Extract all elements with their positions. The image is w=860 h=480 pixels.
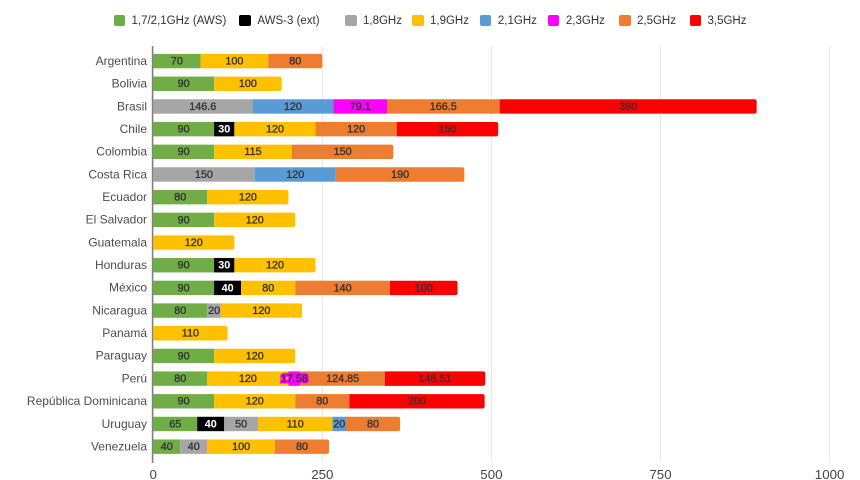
svg-text:250: 250: [311, 467, 333, 480]
svg-text:100: 100: [239, 78, 257, 90]
svg-text:80: 80: [174, 373, 186, 385]
svg-text:120: 120: [347, 123, 365, 135]
svg-text:120: 120: [246, 214, 264, 226]
svg-text:Uruguay: Uruguay: [102, 417, 147, 431]
svg-text:80: 80: [174, 305, 186, 317]
svg-text:40: 40: [188, 441, 200, 453]
svg-text:120: 120: [266, 123, 284, 135]
svg-text:Paraguay: Paraguay: [96, 349, 147, 363]
svg-text:146.6: 146.6: [189, 101, 216, 113]
svg-text:Costa Rica: Costa Rica: [88, 167, 147, 181]
svg-text:150: 150: [195, 169, 213, 181]
svg-text:Perú: Perú: [122, 371, 147, 385]
svg-text:65: 65: [169, 418, 181, 430]
svg-text:90: 90: [178, 214, 190, 226]
svg-text:80: 80: [316, 396, 328, 408]
svg-text:90: 90: [178, 260, 190, 272]
svg-text:Ecuador: Ecuador: [102, 190, 147, 204]
svg-text:1000: 1000: [815, 467, 845, 480]
svg-text:140: 140: [334, 282, 352, 294]
svg-text:40: 40: [161, 441, 173, 453]
svg-text:30: 30: [218, 123, 230, 135]
svg-text:110: 110: [182, 328, 199, 340]
svg-text:200: 200: [408, 396, 426, 408]
svg-text:Nicaragua: Nicaragua: [92, 303, 147, 317]
svg-text:0: 0: [149, 467, 156, 480]
svg-text:Argentina: Argentina: [96, 54, 148, 68]
svg-text:380: 380: [619, 101, 637, 113]
svg-text:100: 100: [232, 441, 250, 453]
svg-text:Bolivia: Bolivia: [112, 77, 148, 91]
svg-text:150: 150: [334, 146, 352, 158]
svg-text:80: 80: [174, 192, 186, 204]
svg-text:Honduras: Honduras: [95, 258, 147, 272]
svg-text:79.1: 79.1: [350, 101, 371, 113]
svg-text:30: 30: [218, 260, 230, 272]
svg-text:Venezuela: Venezuela: [91, 439, 147, 453]
svg-text:100: 100: [225, 55, 243, 67]
svg-text:148.51: 148.51: [418, 373, 451, 385]
svg-text:110: 110: [287, 418, 304, 430]
svg-text:40: 40: [205, 418, 217, 430]
svg-text:90: 90: [178, 123, 190, 135]
svg-text:México: México: [109, 281, 147, 295]
svg-text:750: 750: [649, 467, 671, 480]
svg-text:120: 120: [185, 237, 203, 249]
svg-text:90: 90: [178, 350, 190, 362]
svg-text:115: 115: [244, 146, 261, 158]
svg-text:120: 120: [284, 101, 302, 113]
svg-text:120: 120: [246, 396, 264, 408]
svg-text:124.85: 124.85: [326, 373, 359, 385]
svg-text:90: 90: [178, 78, 190, 90]
svg-text:70: 70: [171, 55, 183, 67]
svg-text:80: 80: [367, 418, 379, 430]
svg-text:20: 20: [333, 418, 345, 430]
svg-text:Guatemala: Guatemala: [88, 235, 147, 249]
svg-text:80: 80: [296, 441, 308, 453]
svg-text:17.58: 17.58: [281, 373, 308, 385]
svg-text:120: 120: [252, 305, 270, 317]
svg-text:166.5: 166.5: [430, 101, 457, 113]
svg-text:100: 100: [415, 282, 433, 294]
svg-text:Brasil: Brasil: [117, 99, 147, 113]
svg-text:República Dominicana: República Dominicana: [27, 394, 147, 408]
svg-text:Colombia: Colombia: [96, 145, 147, 159]
svg-text:120: 120: [239, 192, 257, 204]
svg-text:120: 120: [266, 260, 284, 272]
svg-text:40: 40: [222, 282, 234, 294]
svg-text:90: 90: [178, 282, 190, 294]
svg-text:17.58: 17.58: [281, 373, 308, 385]
svg-text:90: 90: [178, 396, 190, 408]
svg-text:80: 80: [262, 282, 274, 294]
svg-text:120: 120: [286, 169, 304, 181]
svg-text:20: 20: [208, 305, 220, 317]
svg-text:50: 50: [235, 418, 247, 430]
svg-text:120: 120: [246, 350, 264, 362]
svg-text:90: 90: [178, 146, 190, 158]
svg-text:120: 120: [239, 373, 257, 385]
svg-text:Chile: Chile: [120, 122, 148, 136]
svg-text:500: 500: [480, 467, 502, 480]
svg-text:Panamá: Panamá: [102, 326, 147, 340]
svg-text:80: 80: [289, 55, 301, 67]
svg-text:150: 150: [438, 123, 456, 135]
svg-text:El Salvador: El Salvador: [86, 213, 147, 227]
svg-text:190: 190: [391, 169, 409, 181]
